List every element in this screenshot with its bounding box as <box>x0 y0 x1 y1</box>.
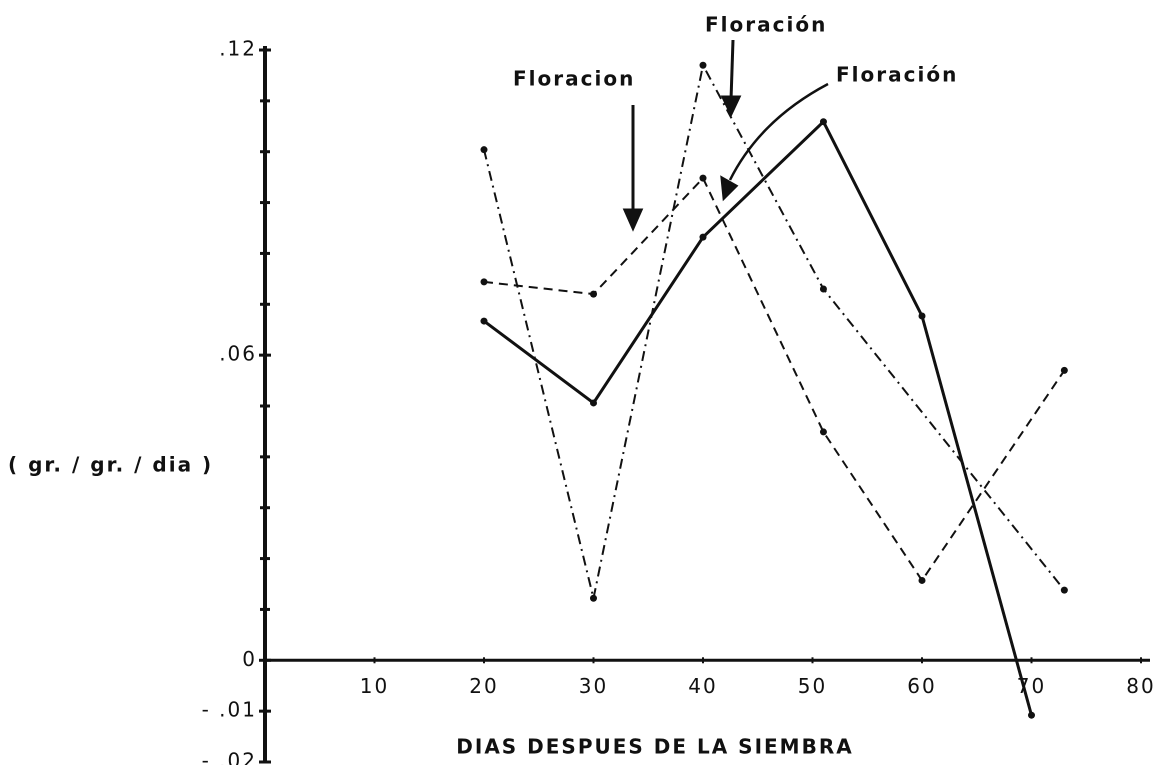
data-point <box>1028 711 1035 719</box>
y-tick-label: 0 <box>242 647 257 671</box>
data-point <box>918 312 926 320</box>
data-point <box>699 233 707 241</box>
x-tick-label: 20 <box>469 674 498 698</box>
x-tick-label: 10 <box>360 674 389 698</box>
data-point <box>480 146 488 154</box>
data-point <box>918 576 926 584</box>
y-tick-label: - .01 <box>202 698 257 722</box>
y-axis-label: ( gr. / gr. / dia ) <box>8 453 213 477</box>
data-point <box>699 174 707 182</box>
x-tick-label: 40 <box>688 674 717 698</box>
x-tick-label: 60 <box>907 674 936 698</box>
x-tick-label: 80 <box>1126 674 1155 698</box>
series-line <box>483 119 1033 716</box>
annotation: Floración <box>705 13 827 37</box>
annotation: Floración <box>836 63 958 87</box>
data-point <box>1060 366 1068 374</box>
data-point <box>819 118 827 126</box>
x-tick-label: 30 <box>579 674 608 698</box>
data-point <box>1060 586 1068 594</box>
data-point <box>819 428 827 436</box>
x-tick-label: 50 <box>798 674 827 698</box>
series-line <box>483 176 1066 583</box>
x-axis-label: DIAS DESPUES DE LA SIEMBRA <box>456 735 853 759</box>
data-point <box>590 290 597 298</box>
data-point <box>480 278 488 286</box>
data-point <box>480 317 488 325</box>
data-point <box>699 61 707 69</box>
y-tick-label: - .02 <box>202 749 257 766</box>
data-point <box>590 399 597 407</box>
data-point <box>590 594 597 602</box>
arrows <box>622 39 829 232</box>
y-tick-label: .12 <box>219 37 257 61</box>
y-tick-label: .06 <box>219 342 257 366</box>
data-point <box>819 285 827 293</box>
annotation: Floracion <box>513 67 635 91</box>
